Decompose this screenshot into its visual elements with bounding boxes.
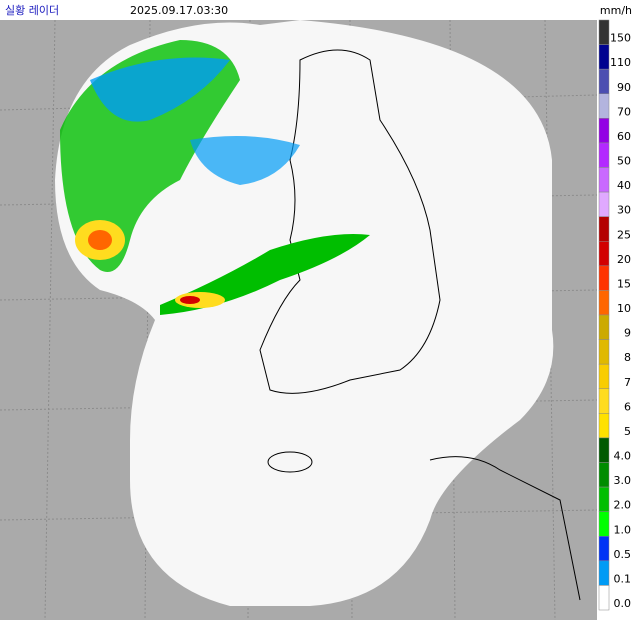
legend-label: 60 (617, 130, 631, 143)
coastline (259, 49, 581, 601)
legend-label: 4.0 (614, 450, 632, 463)
legend-swatch (598, 585, 610, 611)
legend-label: 0.5 (614, 548, 632, 561)
legend-label: 25 (617, 228, 631, 241)
precipitation (60, 40, 370, 315)
legend: 150 110 90 70 60 50 40 30 25 20 15 10 9 8 7 6 5 4.0 3.0 2.0… (598, 19, 632, 611)
legend-swatch (598, 536, 610, 562)
legend-swatch (598, 19, 610, 45)
legend-label: 15 (617, 277, 631, 290)
legend-swatch (598, 93, 610, 119)
legend-label: 40 (617, 179, 631, 192)
legend-swatch (598, 265, 610, 291)
legend-label: 50 (617, 155, 631, 168)
legend-label: 30 (617, 204, 631, 217)
legend-label: 6 (624, 400, 631, 413)
legend-swatch (598, 44, 610, 70)
legend-swatch (598, 241, 610, 267)
timestamp: 2025.09.17.03:30 (130, 4, 228, 17)
legend-label: 0.0 (614, 597, 632, 610)
legend-label: 110 (610, 56, 631, 69)
legend-label: 20 (617, 253, 631, 266)
legend-label: 150 (610, 32, 631, 45)
legend-swatch (598, 142, 610, 168)
legend-swatch (598, 437, 610, 463)
legend-label: 9 (624, 327, 631, 340)
legend-label: 0.1 (614, 572, 632, 585)
legend-swatch (598, 413, 610, 439)
legend-label: 2.0 (614, 499, 632, 512)
legend-label: 1.0 (614, 523, 632, 536)
legend-swatch (598, 560, 610, 586)
legend-swatch (598, 167, 610, 193)
legend-swatch (598, 216, 610, 242)
legend-swatch (598, 118, 610, 144)
unit: mm/h (600, 4, 632, 17)
legend-label: 70 (617, 105, 631, 118)
legend-label: 5 (624, 425, 631, 438)
legend-swatch (598, 314, 610, 340)
legend-swatch (598, 486, 610, 512)
legend-swatch (598, 511, 610, 537)
legend-swatch (598, 462, 610, 488)
title: 실황 레이더 (5, 4, 59, 17)
legend-swatch (598, 339, 610, 365)
legend-swatch (598, 388, 610, 414)
legend-label: 10 (617, 302, 631, 315)
legend-swatch (598, 68, 610, 94)
legend-label: 3.0 (614, 474, 632, 487)
legend-swatch (598, 290, 610, 316)
legend-swatch (598, 363, 610, 389)
legend-label: 8 (624, 351, 631, 364)
legend-swatch (598, 191, 610, 217)
legend-label: 90 (617, 81, 631, 94)
legend-label: 7 (624, 376, 631, 389)
